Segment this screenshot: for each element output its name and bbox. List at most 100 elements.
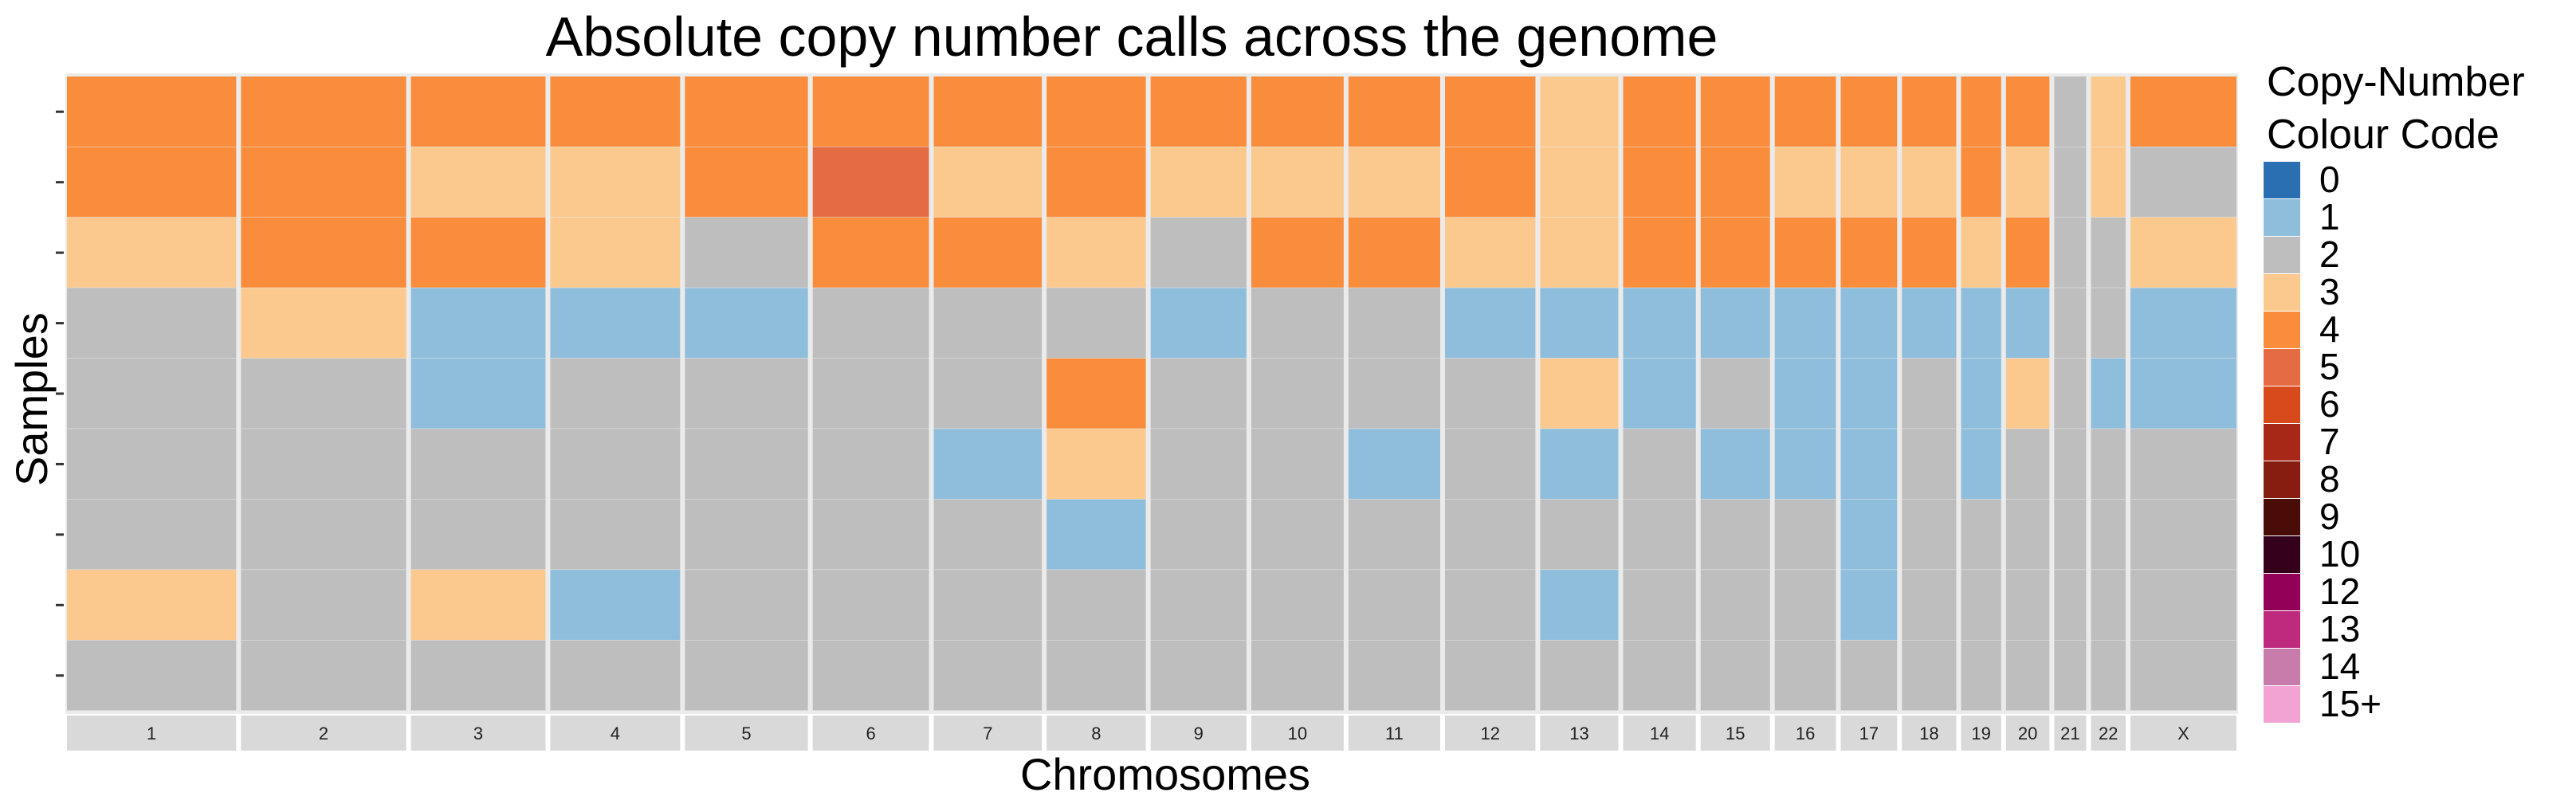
cell-sample-2-chr-3: [410, 147, 546, 218]
cell-sample-9-chr-12: [1444, 640, 1536, 711]
strip-chr-19: [1961, 716, 2001, 751]
cell-sample-9-chr-3: [410, 640, 546, 711]
legend-item: 13: [2264, 610, 2566, 648]
cell-sample-4-chr-9: [1150, 288, 1247, 359]
legend-label: 5: [2319, 346, 2340, 387]
strip-label-chr-18: 18: [1919, 724, 1938, 743]
strip-chr-16: [1774, 716, 1836, 751]
cell-sample-4-chr-16: [1774, 288, 1836, 359]
cell-sample-9-chr-6: [812, 640, 929, 711]
cell-sample-1-chr-6: [812, 76, 929, 147]
cell-sample-6-chr-15: [1700, 429, 1770, 500]
cell-sample-8-chr-20: [2005, 570, 2050, 641]
cell-sample-1-chr-10: [1251, 76, 1344, 147]
chart-title: Absolute copy number calls across the ge…: [545, 6, 1718, 68]
cell-sample-7-chr-X: [2130, 499, 2236, 570]
cell-sample-6-chr-3: [410, 429, 546, 500]
cell-sample-6-chr-18: [1902, 429, 1957, 500]
cell-sample-8-chr-22: [2091, 570, 2126, 641]
cell-sample-7-chr-9: [1150, 499, 1247, 570]
strip-label-chr-15: 15: [1726, 724, 1745, 743]
cell-sample-3-chr-4: [550, 217, 681, 288]
cell-sample-8-chr-11: [1348, 570, 1440, 641]
cell-sample-7-chr-20: [2005, 499, 2050, 570]
cell-sample-5-chr-1: [67, 358, 237, 429]
cell-sample-9-chr-17: [1840, 640, 1898, 711]
cell-sample-1-chr-13: [1540, 76, 1619, 147]
cell-sample-3-chr-16: [1774, 217, 1836, 288]
cell-sample-7-chr-12: [1444, 499, 1536, 570]
strip-label-chr-21: 21: [2060, 724, 2079, 743]
cell-sample-5-chr-22: [2091, 358, 2126, 429]
cell-sample-1-chr-15: [1700, 76, 1770, 147]
strip-chr-3: [410, 716, 546, 751]
cell-sample-1-chr-9: [1150, 76, 1247, 147]
cell-sample-4-chr-14: [1623, 288, 1696, 359]
cell-sample-3-chr-X: [2130, 217, 2236, 288]
legend-item: 14: [2264, 648, 2566, 685]
legend-swatch: [2264, 461, 2300, 498]
cell-sample-1-chr-8: [1046, 76, 1146, 147]
cell-sample-4-chr-X: [2130, 288, 2236, 359]
strip-label-chr-13: 13: [1569, 724, 1588, 743]
legend-item: 4: [2264, 311, 2566, 348]
cell-sample-4-chr-17: [1840, 288, 1898, 359]
cell-sample-7-chr-21: [2054, 499, 2087, 570]
cell-sample-6-chr-22: [2091, 429, 2126, 500]
cell-sample-3-chr-22: [2091, 217, 2126, 288]
cell-sample-9-chr-19: [1961, 640, 2001, 711]
cell-sample-6-chr-X: [2130, 429, 2236, 500]
strip-label-chr-19: 19: [1971, 724, 1990, 743]
cell-sample-4-chr-15: [1700, 288, 1770, 359]
legend-label: 4: [2319, 308, 2340, 350]
cell-sample-2-chr-10: [1251, 147, 1344, 218]
legend-label: 12: [2319, 571, 2361, 612]
cell-sample-3-chr-19: [1961, 217, 2001, 288]
strip-label-chr-8: 8: [1091, 724, 1101, 743]
legend-label: 6: [2319, 383, 2340, 425]
cell-sample-8-chr-15: [1700, 570, 1770, 641]
cell-sample-7-chr-22: [2091, 499, 2126, 570]
cell-sample-8-chr-7: [933, 570, 1043, 641]
legend-item: 2: [2264, 236, 2566, 273]
cell-sample-3-chr-20: [2005, 217, 2050, 288]
cell-sample-9-chr-1: [67, 640, 237, 711]
cell-sample-2-chr-8: [1046, 147, 1146, 218]
cell-sample-8-chr-17: [1840, 570, 1898, 641]
cell-sample-9-chr-10: [1251, 640, 1344, 711]
legend-label: 1: [2319, 196, 2340, 237]
cell-sample-5-chr-13: [1540, 358, 1619, 429]
cell-sample-3-chr-15: [1700, 217, 1770, 288]
cell-sample-8-chr-1: [67, 570, 237, 641]
cell-sample-9-chr-13: [1540, 640, 1619, 711]
cell-sample-7-chr-15: [1700, 499, 1770, 570]
strip-label-chr-11: 11: [1385, 724, 1404, 743]
cell-sample-6-chr-17: [1840, 429, 1898, 500]
legend-item: 3: [2264, 273, 2566, 311]
cell-sample-9-chr-4: [550, 640, 681, 711]
legend-item: 8: [2264, 461, 2566, 498]
cell-sample-9-chr-21: [2054, 640, 2087, 711]
cell-sample-8-chr-16: [1774, 570, 1836, 641]
cell-sample-7-chr-16: [1774, 499, 1836, 570]
cell-sample-9-chr-7: [933, 640, 1043, 711]
cell-sample-6-chr-7: [933, 429, 1043, 500]
strip-chr-15: [1700, 716, 1770, 751]
legend-swatch: [2264, 386, 2300, 423]
cell-sample-4-chr-11: [1348, 288, 1440, 359]
cell-sample-3-chr-18: [1902, 217, 1957, 288]
cell-sample-1-chr-4: [550, 76, 681, 147]
cell-sample-2-chr-17: [1840, 147, 1898, 218]
legend-item: 9: [2264, 498, 2566, 535]
cell-sample-5-chr-7: [933, 358, 1043, 429]
strip-label-chr-2: 2: [319, 724, 328, 743]
legend-label: 2: [2319, 233, 2340, 275]
cell-sample-9-chr-X: [2130, 640, 2236, 711]
strip-label-chr-14: 14: [1650, 724, 1669, 743]
cell-sample-8-chr-X: [2130, 570, 2236, 641]
strip-chr-14: [1623, 716, 1696, 751]
cell-sample-9-chr-2: [241, 640, 406, 711]
strip-label-chr-12: 12: [1480, 724, 1499, 743]
cell-sample-2-chr-20: [2005, 147, 2050, 218]
cell-sample-1-chr-20: [2005, 76, 2050, 147]
